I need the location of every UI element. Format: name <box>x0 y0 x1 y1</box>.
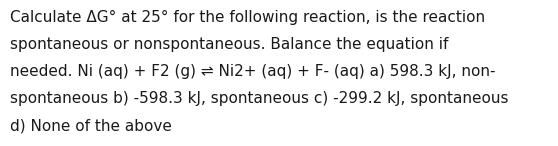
Text: Calculate ΔG° at 25° for the following reaction, is the reaction: Calculate ΔG° at 25° for the following r… <box>10 10 485 25</box>
Text: needed. Ni (aq) + F2 (g) ⇌ Ni2+ (aq) + F- (aq) a) 598.3 kJ, non-: needed. Ni (aq) + F2 (g) ⇌ Ni2+ (aq) + F… <box>10 64 496 79</box>
Text: spontaneous or nonspontaneous. Balance the equation if: spontaneous or nonspontaneous. Balance t… <box>10 37 449 52</box>
Text: d) None of the above: d) None of the above <box>10 118 172 133</box>
Text: spontaneous b) -598.3 kJ, spontaneous c) -299.2 kJ, spontaneous: spontaneous b) -598.3 kJ, spontaneous c)… <box>10 91 508 106</box>
